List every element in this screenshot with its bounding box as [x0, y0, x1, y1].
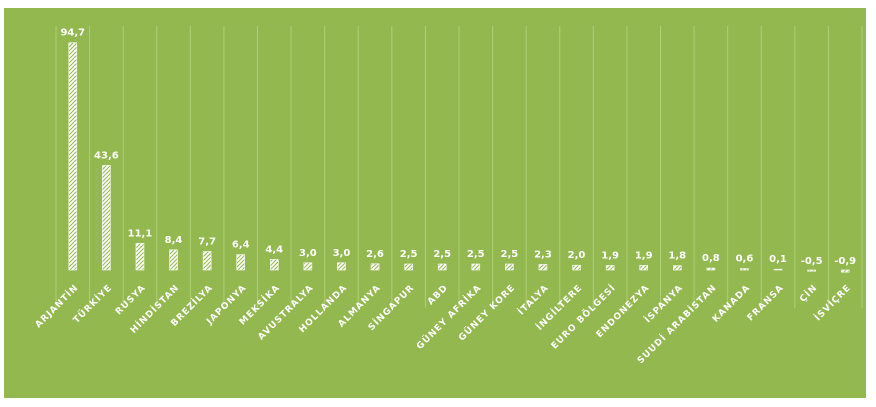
data-label: 2,5 [400, 249, 418, 260]
bar [202, 251, 212, 271]
bar [505, 263, 514, 271]
bar [740, 268, 749, 271]
data-label: 2,3 [534, 249, 552, 260]
bar [471, 263, 481, 271]
data-label: 0,8 [702, 253, 720, 264]
bar [605, 265, 615, 271]
bar [68, 42, 78, 271]
bar [773, 268, 783, 271]
data-label: 43,6 [94, 150, 119, 161]
bar [102, 165, 111, 271]
bar [169, 249, 178, 271]
data-label: 2,0 [568, 250, 586, 261]
data-label: 0,6 [736, 254, 754, 265]
data-label: 3,0 [333, 248, 351, 259]
bars [68, 42, 850, 273]
bar [672, 265, 682, 271]
data-label: 7,7 [198, 237, 216, 248]
bar [706, 267, 716, 271]
bar [840, 269, 850, 273]
bar [337, 262, 346, 271]
data-label: 0,1 [769, 254, 787, 265]
data-label: 2,5 [501, 249, 519, 260]
bar [639, 265, 649, 271]
data-label: 1,9 [601, 250, 619, 261]
data-label: 1,9 [635, 250, 653, 261]
gridlines [55, 26, 863, 308]
chart-background [4, 8, 866, 398]
data-label: 4,4 [265, 244, 283, 255]
bar [404, 263, 413, 271]
chart-container: 94,7 43,6 11,1 8,4 7,7 6,4 4,4 3,0 3,0 2,6 2,5 2,5 2… [4, 8, 866, 398]
data-label: 8,4 [165, 235, 183, 246]
bar [303, 262, 313, 271]
bar [807, 269, 816, 272]
bar [236, 254, 246, 271]
bar [135, 243, 145, 271]
bar [437, 263, 447, 271]
bar [370, 263, 380, 271]
data-label: 1,8 [668, 251, 686, 262]
data-label: 2,6 [366, 249, 384, 260]
bar [269, 259, 279, 271]
data-label: 3,0 [299, 248, 317, 259]
data-label: -0,9 [834, 256, 856, 267]
data-label: 6,4 [232, 240, 250, 251]
data-label: 11,1 [128, 228, 153, 239]
data-label: -0,5 [801, 256, 823, 267]
data-label: 2,5 [433, 249, 451, 260]
bar-chart: 94,7 43,6 11,1 8,4 7,7 6,4 4,4 3,0 3,0 2,6 2,5 2,5 2… [4, 8, 866, 398]
bar [572, 264, 581, 271]
data-label: 2,5 [467, 249, 485, 260]
data-label: 94,7 [60, 28, 85, 39]
data-labels: 94,7 43,6 11,1 8,4 7,7 6,4 4,4 3,0 3,0 2,6 2,5 2,5 2… [60, 28, 856, 267]
bar [538, 264, 548, 271]
